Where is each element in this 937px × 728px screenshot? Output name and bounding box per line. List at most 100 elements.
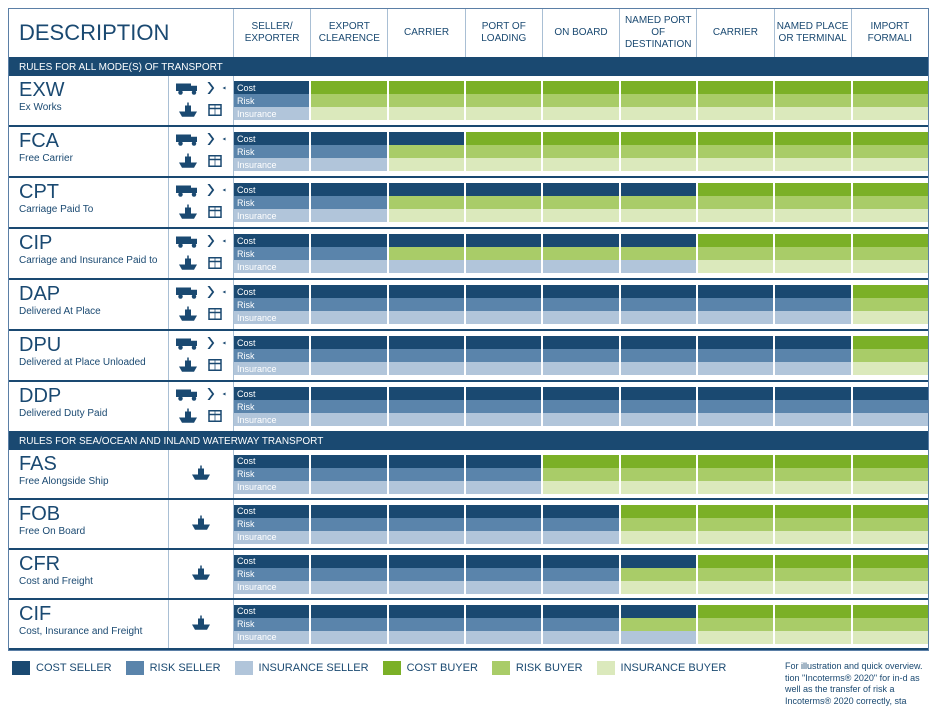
column-header: EXPORT CLEARENCE	[311, 9, 388, 57]
bar-segment	[466, 481, 541, 494]
bar-segment	[311, 183, 386, 196]
bars: CostRiskInsurance	[234, 229, 928, 278]
bar-segment	[311, 481, 386, 494]
legend-item: RISK SELLER	[126, 661, 221, 675]
bar-track	[234, 132, 928, 145]
bar-segment	[466, 349, 541, 362]
bar-segment	[698, 285, 773, 298]
ship-icon	[176, 357, 200, 376]
bar-row: Cost	[234, 455, 928, 468]
column-header: ON BOARD	[543, 9, 620, 57]
bar-segment	[698, 413, 773, 426]
bar-segment	[775, 145, 850, 158]
bar-segment	[466, 107, 541, 120]
term-cell: CIFCost, Insurance and Freight	[9, 600, 169, 648]
bar-segment	[311, 349, 386, 362]
bar-segment	[543, 132, 618, 145]
term-cell: CPTCarriage Paid To	[9, 178, 169, 227]
bar-segment	[621, 618, 696, 631]
bar-segment	[543, 209, 618, 222]
bar-segment	[698, 605, 773, 618]
bar-segment	[775, 260, 850, 273]
bar-segment	[389, 145, 464, 158]
plane-icon	[203, 131, 227, 150]
bar-label: Cost	[234, 185, 282, 195]
bar-segment	[466, 505, 541, 518]
bar-segment	[311, 400, 386, 413]
bar-segment	[389, 285, 464, 298]
term-row: FASFree Alongside ShipCostRiskInsurance	[9, 450, 928, 500]
bar-segment	[389, 568, 464, 581]
bar-label: Insurance	[234, 582, 282, 592]
truck-icon	[176, 131, 200, 150]
term-code: FOB	[19, 504, 158, 524]
plane-icon	[203, 386, 227, 405]
legend-swatch	[12, 661, 30, 675]
term-name: Delivered at Place Unloaded	[19, 357, 158, 368]
bar-segment	[698, 158, 773, 171]
bar-row: Risk	[234, 298, 928, 311]
bar-segment	[543, 247, 618, 260]
bar-row: Risk	[234, 196, 928, 209]
bar-segment	[621, 145, 696, 158]
bar-segment	[853, 400, 928, 413]
bar-segment	[543, 387, 618, 400]
column-header: NAMED PLACE OR TERMINAL	[775, 9, 852, 57]
bar-segment	[853, 387, 928, 400]
bar-segment	[389, 468, 464, 481]
bar-segment	[311, 618, 386, 631]
bar-track	[234, 145, 928, 158]
bar-segment	[621, 349, 696, 362]
bar-label: Risk	[234, 619, 282, 629]
bar-track	[234, 285, 928, 298]
transport-icons	[169, 76, 234, 125]
bar-segment	[311, 518, 386, 531]
bar-segment	[543, 400, 618, 413]
bar-segment	[466, 234, 541, 247]
bar-segment	[466, 605, 541, 618]
bar-segment	[698, 247, 773, 260]
bar-segment	[698, 94, 773, 107]
bar-segment	[698, 505, 773, 518]
bar-segment	[775, 285, 850, 298]
bar-label: Cost	[234, 456, 282, 466]
term-name: Carriage and Insurance Paid to	[19, 255, 158, 266]
bar-segment	[853, 158, 928, 171]
bar-segment	[389, 362, 464, 375]
column-headers: SELLER/ EXPORTEREXPORT CLEARENCECARRIERP…	[234, 9, 928, 57]
bar-segment	[621, 311, 696, 324]
bar-segment	[311, 531, 386, 544]
bar-segment	[543, 311, 618, 324]
bar-segment	[698, 618, 773, 631]
bar-label: Risk	[234, 469, 282, 479]
bar-segment	[698, 183, 773, 196]
bar-segment	[466, 618, 541, 631]
transport-icons	[169, 127, 234, 176]
bar-segment	[543, 581, 618, 594]
box-icon	[203, 102, 227, 121]
bar-label: Cost	[234, 389, 282, 399]
bar-segment	[621, 234, 696, 247]
bar-segment	[543, 183, 618, 196]
bar-segment	[775, 581, 850, 594]
term-cell: FOBFree On Board	[9, 500, 169, 548]
bar-segment	[543, 145, 618, 158]
term-row: FCAFree CarrierCostRiskInsurance	[9, 127, 928, 178]
bar-segment	[853, 81, 928, 94]
bar-segment	[698, 555, 773, 568]
bar-segment	[698, 387, 773, 400]
bar-row: Risk	[234, 349, 928, 362]
bar-segment	[466, 81, 541, 94]
bar-label: Risk	[234, 198, 282, 208]
bars: CostRiskInsurance	[234, 280, 928, 329]
legend: COST SELLERRISK SELLERINSURANCE SELLERCO…	[8, 661, 929, 708]
bar-segment	[853, 285, 928, 298]
bar-track	[234, 349, 928, 362]
bar-segment	[853, 94, 928, 107]
transport-icons	[169, 550, 234, 598]
bar-track	[234, 362, 928, 375]
bar-segment	[853, 311, 928, 324]
bar-segment	[311, 336, 386, 349]
term-code: CIF	[19, 604, 158, 624]
incoterms-table: DESCRIPTION SELLER/ EXPORTEREXPORT CLEAR…	[8, 8, 929, 651]
